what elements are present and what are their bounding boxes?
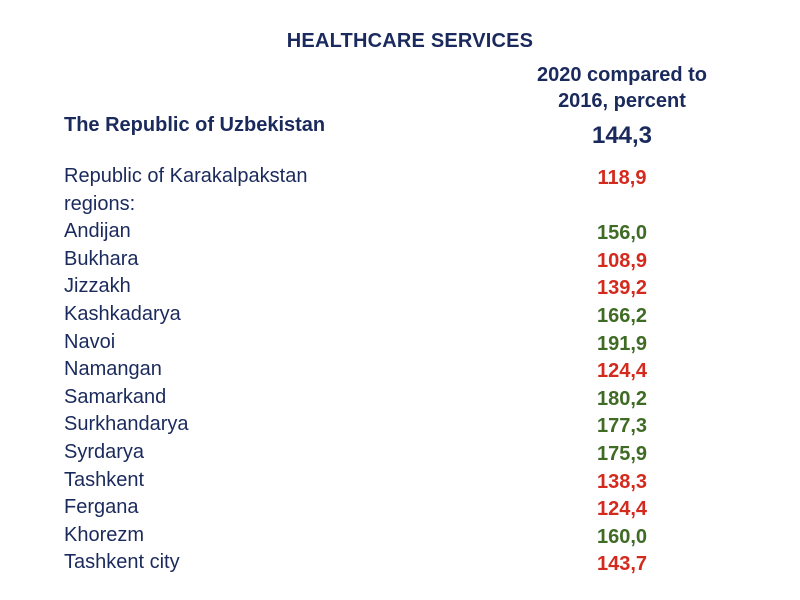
table-row: Andijan 156,0 [0, 218, 800, 246]
table-row: regions: [0, 191, 800, 219]
table-row: Navoi 191,9 [0, 329, 800, 357]
region-label: Tashkent city [64, 551, 180, 574]
table-row: Jizzakh 139,2 [0, 273, 800, 301]
table-row: Syrdarya 175,9 [0, 439, 800, 467]
table-row: Republic of Karakalpakstan 118,9 [0, 163, 800, 191]
column-header-line-2: 2016, percent [558, 90, 686, 112]
column-header-line-1: 2020 compared to [536, 64, 708, 86]
region-label: Fergana [64, 496, 139, 519]
region-value: 108,9 [596, 249, 648, 272]
region-label: Kashkadarya [64, 302, 181, 325]
page-title: HEALTHCARE SERVICES [286, 30, 534, 52]
table-row: Bukhara 108,9 [0, 246, 800, 274]
region-label: Samarkand [64, 385, 167, 408]
region-label: Bukhara [64, 247, 139, 270]
region-value: 124,4 [596, 360, 648, 383]
region-value: 160,0 [596, 525, 648, 548]
region-label: Namangan [64, 358, 162, 381]
region-value: 138,3 [596, 470, 648, 493]
region-value: 180,2 [596, 387, 648, 410]
region-label: Andijan [64, 220, 131, 243]
region-value: 166,2 [596, 304, 648, 327]
country-label: The Republic of Uzbekistan [64, 114, 326, 136]
region-label: Jizzakh [64, 275, 131, 298]
table-row: Samarkand 180,2 [0, 384, 800, 412]
region-value: 175,9 [596, 442, 648, 465]
region-value: 118,9 [597, 167, 647, 189]
table-row: Namangan 124,4 [0, 356, 800, 384]
region-label: Khorezm [64, 523, 145, 546]
region-value: 191,9 [596, 332, 648, 355]
region-label: Republic of Karakalpakstan [64, 165, 308, 187]
region-label: regions: [64, 192, 136, 215]
region-value: 143,7 [596, 553, 648, 576]
region-list: Republic of Karakalpakstan 118,9 regions: A… [0, 163, 800, 577]
table-row: Kashkadarya 166,2 [0, 301, 800, 329]
region-value: 177,3 [596, 415, 648, 438]
table-row: Surkhandarya 177,3 [0, 411, 800, 439]
column-header: 2020 compared to 2016, percent [500, 62, 744, 114]
table-row: Tashkent city 143,7 [0, 549, 800, 577]
region-label: Syrdarya [64, 440, 145, 463]
country-value: 144,3 [591, 122, 653, 149]
region-value: 124,4 [596, 498, 648, 521]
table-row: Tashkent 138,3 [0, 467, 800, 495]
region-label: Surkhandarya [64, 413, 189, 436]
table-row: Fergana 124,4 [0, 494, 800, 522]
region-label: Navoi [64, 330, 116, 353]
region-value: 156,0 [596, 222, 648, 245]
region-value: 139,2 [596, 277, 648, 300]
table-row: Khorezm 160,0 [0, 522, 800, 550]
region-label: Tashkent [64, 468, 145, 491]
